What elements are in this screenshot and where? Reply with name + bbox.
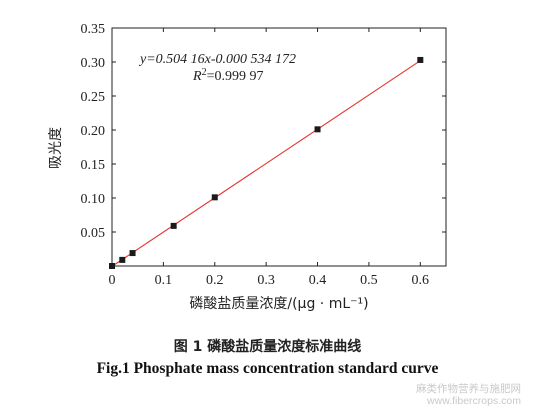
x-tick-label: 0.1: [155, 273, 173, 288]
x-axis-label: 磷酸盐质量浓度/(μg · mL⁻¹): [189, 296, 368, 312]
chart-axes: [111, 27, 447, 267]
data-point: [129, 250, 136, 257]
x-tick-label: 0.5: [360, 273, 378, 288]
x-tick-label: 0.3: [257, 273, 275, 288]
data-point: [119, 256, 126, 263]
data-point: [314, 126, 321, 133]
data-point: [211, 194, 218, 201]
data-point: [417, 56, 424, 63]
x-tick-label: 0.4: [309, 273, 327, 288]
x-tick-label: 0.6: [412, 273, 430, 288]
watermark-chinese: 麻类作物营养与施肥网: [416, 383, 521, 395]
y-tick-label: 0.10: [81, 192, 106, 207]
r-squared-label: R2=0.999 97: [192, 67, 263, 85]
y-axis-label: 吸光度: [48, 127, 64, 169]
x-tick-label: 0.2: [206, 273, 224, 288]
equation-label: y=0.504 16x-0.000 534 172: [138, 52, 296, 67]
x-tick-label: 0: [109, 273, 116, 288]
plot-frame: [111, 27, 447, 267]
standard-curve-chart: 0 0.1 0.2 0.3 0.4 0.5 0.6 0.05 0.10 0.15 0.20 0.25 0…: [48, 22, 447, 312]
y-tick-label: 0.20: [81, 124, 106, 139]
y-tick-label: 0.30: [81, 56, 106, 71]
y-tick-label: 0.25: [81, 90, 106, 105]
figure-caption-chinese: 图 1 磷酸盐质量浓度标准曲线: [173, 339, 362, 355]
watermark-url: www.fibercrops.com: [427, 395, 521, 407]
y-tick-label: 0.35: [81, 22, 106, 37]
y-tick-label: 0.15: [81, 158, 106, 173]
data-point: [109, 263, 115, 269]
fit-line: [111, 60, 421, 267]
data-point: [170, 222, 177, 229]
chart-ticks: 0 0.1 0.2 0.3 0.4 0.5 0.6 0.05 0.10 0.15 0.20 0.25 0…: [81, 22, 446, 288]
figure-caption-english: Fig.1 Phosphate mass concentration stand…: [96, 360, 439, 377]
y-tick-label: 0.05: [81, 226, 106, 241]
data-points: [109, 56, 424, 269]
